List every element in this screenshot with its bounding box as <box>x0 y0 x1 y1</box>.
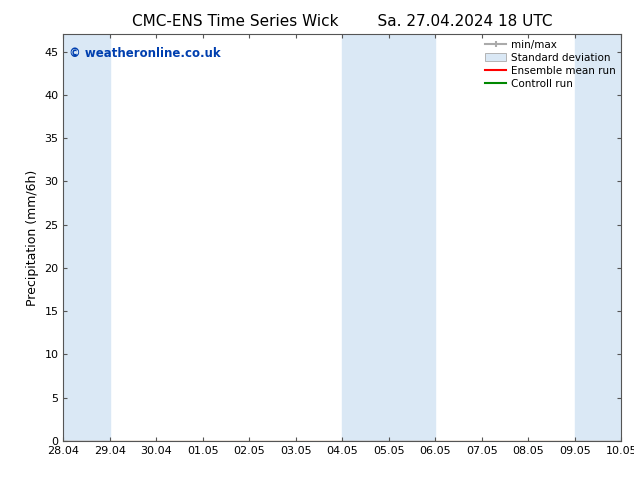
Title: CMC-ENS Time Series Wick        Sa. 27.04.2024 18 UTC: CMC-ENS Time Series Wick Sa. 27.04.2024 … <box>132 14 553 29</box>
Bar <box>63 34 110 441</box>
Legend: min/max, Standard deviation, Ensemble mean run, Controll run: min/max, Standard deviation, Ensemble me… <box>485 40 616 89</box>
Text: © weatheronline.co.uk: © weatheronline.co.uk <box>69 47 221 59</box>
Bar <box>575 34 634 441</box>
Y-axis label: Precipitation (mm/6h): Precipitation (mm/6h) <box>26 170 39 306</box>
Bar <box>342 34 436 441</box>
